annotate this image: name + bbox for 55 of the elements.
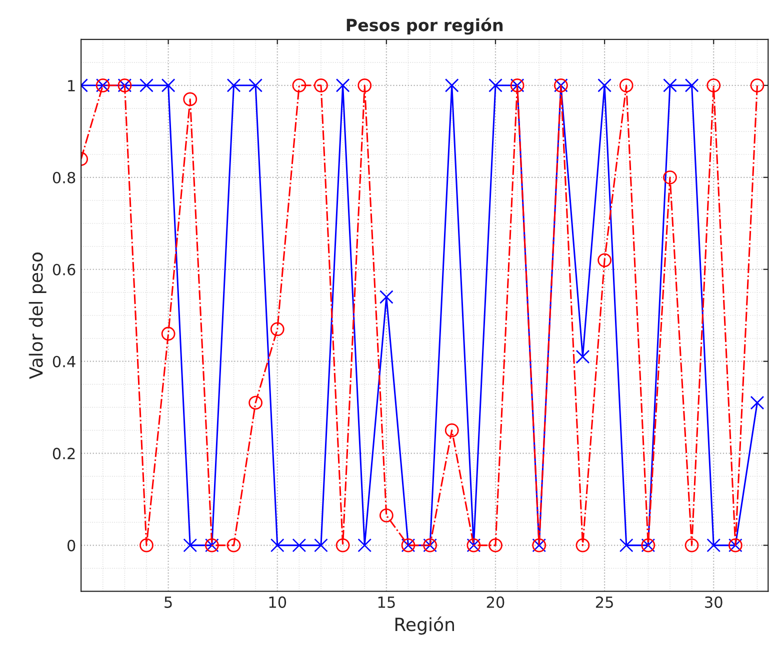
point <box>706 538 721 552</box>
point <box>358 78 372 92</box>
point <box>161 78 176 92</box>
point <box>336 78 350 92</box>
point <box>379 290 394 304</box>
x-tick-label: 10 <box>269 596 286 608</box>
point <box>619 538 634 552</box>
x-tick-label: 25 <box>596 596 613 608</box>
point <box>336 538 350 552</box>
point <box>226 538 241 552</box>
y-tick-label: 0.8 <box>52 172 76 184</box>
point <box>598 253 612 268</box>
x-tick-label: 30 <box>705 596 722 608</box>
point <box>576 538 590 552</box>
point <box>750 78 764 92</box>
x-axis-title: Región <box>395 616 454 635</box>
point <box>183 92 198 106</box>
x-tick-label: 5 <box>164 596 172 608</box>
x-tick-label: 15 <box>378 596 395 608</box>
point <box>663 78 677 92</box>
point <box>270 538 284 552</box>
point <box>684 538 699 552</box>
point <box>444 423 459 438</box>
point <box>598 78 612 92</box>
point <box>576 350 590 364</box>
point <box>488 538 502 552</box>
point <box>270 322 284 336</box>
point <box>292 538 306 552</box>
x-tick-label: 20 <box>486 596 504 608</box>
point <box>488 78 502 92</box>
point <box>619 78 634 92</box>
chart-title: Pesos por región <box>346 18 503 35</box>
y-tick-label: 0.6 <box>52 264 76 276</box>
point <box>314 78 328 92</box>
y-tick-label: 0.2 <box>52 448 75 460</box>
point <box>248 78 262 92</box>
point <box>140 78 154 92</box>
y-axis-title: Valor del peso <box>28 252 46 380</box>
point <box>292 78 306 92</box>
point <box>183 538 198 552</box>
point <box>161 326 176 341</box>
point <box>379 508 394 522</box>
point <box>663 170 677 184</box>
point <box>684 78 699 92</box>
y-tick-label: 0 <box>67 540 76 552</box>
point <box>358 538 372 552</box>
point <box>444 78 459 92</box>
point <box>314 538 328 552</box>
point <box>248 396 262 410</box>
point <box>140 538 154 552</box>
point <box>226 78 241 92</box>
y-tick-label: 0.4 <box>52 356 76 368</box>
y-tick-label: 1 <box>68 80 75 92</box>
point <box>750 396 764 410</box>
point <box>706 78 721 92</box>
